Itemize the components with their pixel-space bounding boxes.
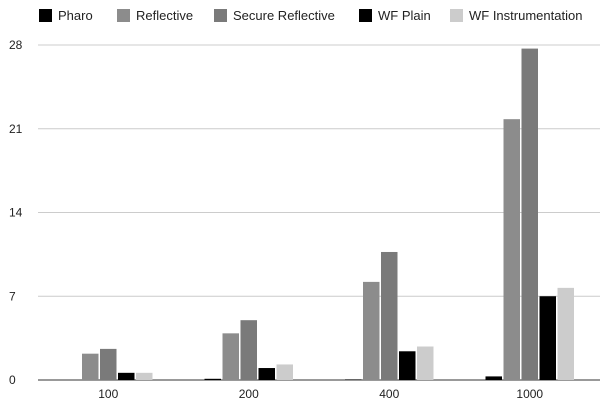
legend-swatch-3	[359, 9, 372, 22]
legend-swatch-4	[450, 9, 463, 22]
x-tick-label-1: 200	[239, 387, 259, 400]
bar-200-4	[276, 364, 293, 380]
bar-400-4	[417, 346, 434, 380]
x-tick-label-2: 400	[379, 387, 399, 400]
x-axis: 100 200 400 1000	[98, 387, 543, 400]
legend-label-2: Secure Reflective	[233, 8, 335, 23]
legend-label-4: WF Instrumentation	[469, 8, 582, 23]
y-axis: 0 7 14 21 28	[9, 38, 23, 387]
y-tick-label-3: 21	[9, 122, 23, 136]
bar-1000-2	[521, 48, 538, 380]
bar-400-2	[381, 251, 398, 380]
bars	[82, 48, 574, 380]
bar-100-4	[136, 372, 153, 380]
bar-100-2	[100, 348, 117, 380]
bar-200-2	[240, 320, 257, 380]
bar-100-1	[82, 353, 99, 380]
bar-400-3	[399, 351, 416, 380]
y-tick-label-0: 0	[9, 373, 16, 387]
y-tick-label-2: 14	[9, 206, 23, 220]
x-tick-label-3: 1000	[516, 387, 543, 400]
bar-1000-4	[557, 287, 574, 380]
bar-400-0	[345, 379, 362, 380]
bar-200-3	[258, 368, 275, 380]
legend-label-0: Pharo	[58, 8, 93, 23]
x-tick-label-0: 100	[98, 387, 118, 400]
y-tick-label-4: 28	[9, 38, 23, 52]
bar-1000-0	[485, 376, 502, 380]
y-tick-label-1: 7	[9, 289, 16, 303]
legend-label-1: Reflective	[136, 8, 193, 23]
legend-swatch-0	[39, 9, 52, 22]
bar-100-3	[118, 372, 135, 380]
bar-200-0	[204, 378, 221, 380]
legend: Pharo Reflective Secure Reflective WF Plain…	[39, 8, 582, 23]
bar-1000-3	[539, 296, 556, 380]
bar-200-1	[222, 333, 239, 380]
bar-400-1	[363, 281, 380, 380]
legend-label-3: WF Plain	[378, 8, 431, 23]
legend-swatch-2	[214, 9, 227, 22]
bar-1000-1	[503, 119, 520, 380]
legend-swatch-1	[117, 9, 130, 22]
